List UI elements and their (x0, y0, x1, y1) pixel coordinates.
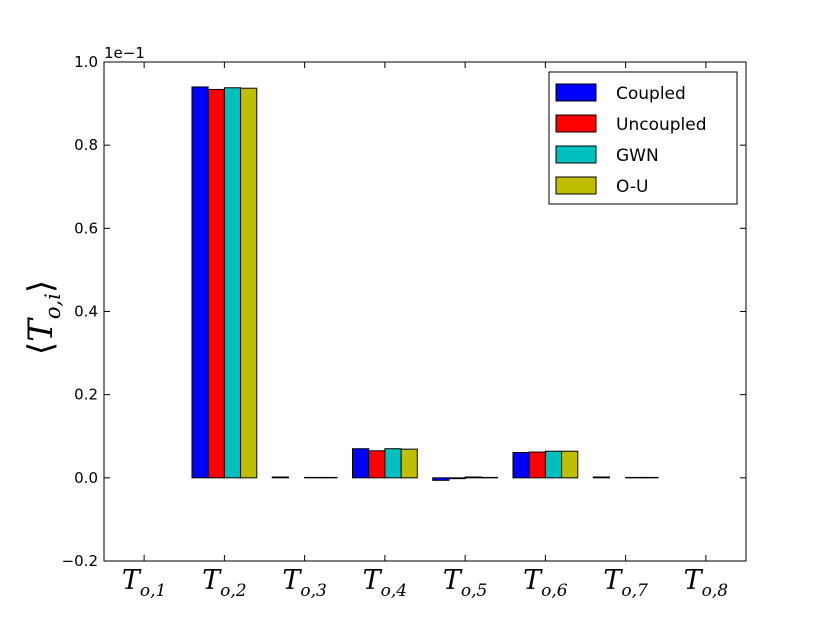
bar-o-u-2 (240, 87, 258, 479)
category-label: To,8 (684, 565, 729, 601)
legend-label-o-u: O-U (616, 177, 648, 197)
legend-swatch-coupled (555, 83, 597, 102)
bar-coupled-7 (592, 476, 610, 479)
y-axis-label: ⟨To,i⟩ (21, 280, 65, 355)
ytick-label: 0.6 (74, 219, 98, 237)
category-label: To,2 (202, 565, 246, 601)
legend-label-gwn: GWN (616, 146, 659, 166)
category-label: To,7 (603, 565, 648, 601)
bar-uncoupled-5 (448, 477, 466, 480)
bar-gwn-4 (384, 448, 402, 479)
category-label: To,1 (122, 565, 166, 601)
ytick-label: 0.2 (74, 386, 98, 404)
bar-gwn-5 (464, 476, 482, 479)
ytick-label: 0.0 (74, 469, 98, 487)
category-label: To,6 (523, 565, 568, 601)
bar-uncoupled-2 (207, 88, 225, 479)
category-label: To,5 (443, 565, 487, 601)
legend-swatch-uncoupled (555, 114, 597, 133)
axes-layer: −0.2 0.0 0.2 0.4 0.6 0.8 1.0 1e−1 To,1 To,2 To,3 To… (21, 44, 747, 601)
legend-label-coupled: Coupled (616, 84, 686, 104)
ytick-label: −0.2 (62, 552, 98, 570)
bar-coupled-6 (512, 451, 530, 479)
ytick-label: 0.8 (74, 136, 98, 154)
bar-gwn-2 (223, 87, 242, 479)
bar-coupled-3 (271, 476, 289, 479)
bar-coupled-5 (432, 477, 450, 481)
bars-layer (191, 86, 659, 481)
bar-uncoupled-6 (528, 451, 546, 479)
legend-swatch-o-u (555, 176, 597, 195)
bar-uncoupled-4 (368, 450, 386, 479)
bar-o-u-4 (400, 448, 418, 479)
ytick-label: 1.0 (74, 53, 98, 71)
bar-gwn-6 (544, 450, 563, 479)
bar-coupled-2 (191, 86, 209, 479)
category-label: To,3 (282, 565, 326, 601)
legend-label-uncoupled: Uncoupled (616, 115, 707, 135)
bar-o-u-6 (561, 450, 579, 479)
category-label: To,4 (363, 565, 407, 601)
legend: Coupled Uncoupled GWN O-U (548, 71, 738, 205)
ytick-label: 0.4 (74, 303, 98, 321)
bar-coupled-4 (351, 448, 370, 479)
axis-offset-text: 1e−1 (104, 44, 145, 62)
legend-swatch-gwn (555, 145, 597, 164)
